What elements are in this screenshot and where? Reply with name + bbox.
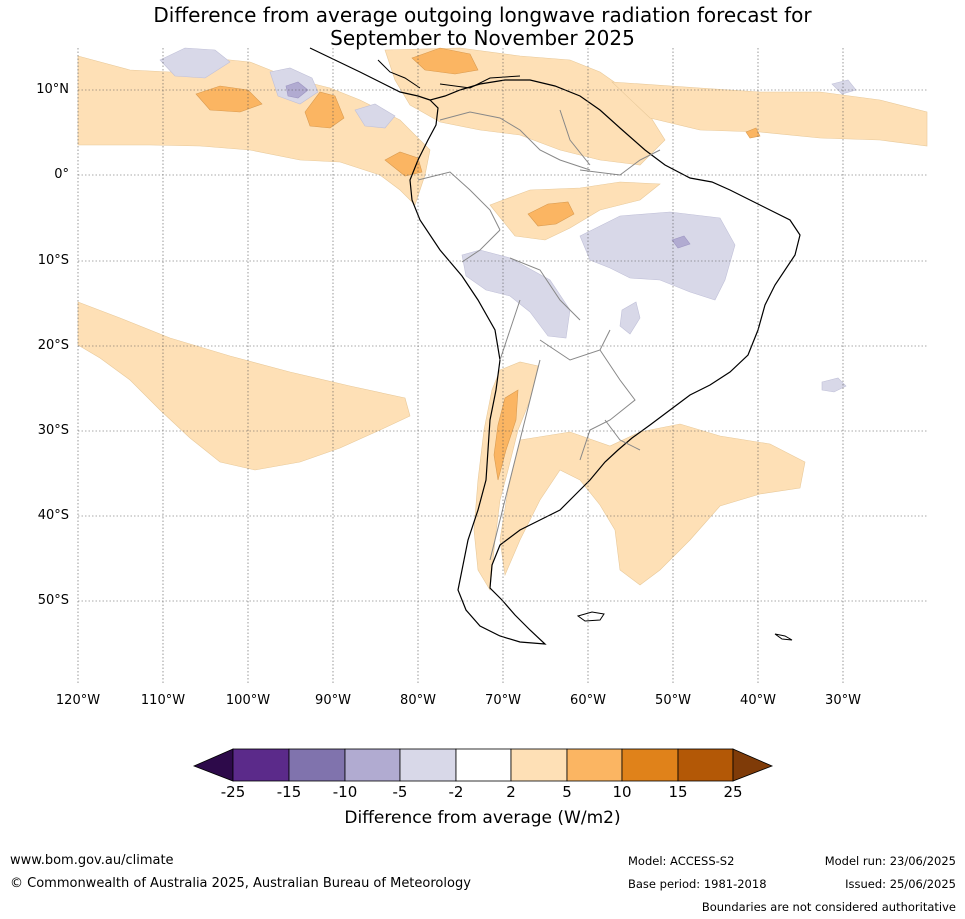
map-title: Difference from average outgoing longwav… <box>0 4 965 50</box>
colorbar-segment-5 <box>455 748 512 782</box>
footer-issued: Issued: 25/06/2025 <box>845 877 956 891</box>
neg-anomaly-atlantic-2 <box>831 79 857 95</box>
map-plot <box>77 47 928 685</box>
neg-anomaly-atlantic <box>821 377 847 393</box>
country-borders <box>417 109 661 561</box>
colorbar-tick: 5 <box>562 783 572 801</box>
anomaly-atlantic-core <box>745 127 761 139</box>
colorbar-label: Difference from average (W/m2) <box>344 808 621 828</box>
lon-label-70w: 70°W <box>485 693 521 708</box>
coastline-south-georgia <box>774 633 793 641</box>
colorbar-segment-7 <box>566 748 623 782</box>
colorbar-tick: -2 <box>448 783 464 801</box>
colorbar <box>192 748 774 782</box>
lon-label-50w: 50°W <box>655 693 691 708</box>
neg-anomaly-core-2 <box>671 235 691 249</box>
neg-anomaly-core-1 <box>285 81 309 99</box>
coastline-falklands <box>576 611 605 622</box>
footer-copyright: © Commonwealth of Australia 2025, Austra… <box>10 876 471 891</box>
lon-label-80w: 80°W <box>400 693 436 708</box>
lon-label-90w: 90°W <box>315 693 351 708</box>
moderate-positive-areas <box>195 47 761 481</box>
colorbar-tick: -15 <box>276 783 302 801</box>
colorbar-segment-2 <box>288 748 346 782</box>
footer-website: www.bom.gov.au/climate <box>10 853 174 868</box>
anomaly-tropical-pacific-band <box>77 55 431 206</box>
lat-label-30s: 30°S <box>37 423 69 438</box>
neg-anomaly-brazil <box>579 211 736 301</box>
negative-anomaly-areas <box>159 47 857 393</box>
colorbar-tick: 2 <box>506 783 516 801</box>
colorbar-tick: -10 <box>332 783 358 801</box>
colorbar-tick: 10 <box>612 783 632 801</box>
footer-model: Model: ACCESS-S2 <box>628 854 735 868</box>
footer-model-run: Model run: 23/06/2025 <box>824 854 956 868</box>
colorbar-segment-4 <box>399 748 457 782</box>
anomaly-southeast-pacific <box>77 301 411 471</box>
neg-anomaly-brazil-small <box>619 301 641 335</box>
coastline-caribbean <box>377 59 521 89</box>
lon-label-120w: 120°W <box>55 693 101 708</box>
anomaly-amazon-north <box>489 181 661 241</box>
colorbar-min-arrow <box>192 748 234 782</box>
anomaly-andes-core <box>493 389 519 481</box>
lat-label-0: 0° <box>54 167 69 182</box>
anomaly-tropical-atlantic <box>611 81 928 147</box>
footer-disclaimer: Boundaries are not considered authoritat… <box>701 900 956 914</box>
lat-label-50s: 50°S <box>37 593 69 608</box>
colorbar-segment-1 <box>232 748 290 782</box>
title-line-1: Difference from average outgoing longwav… <box>153 3 812 27</box>
colorbar-tick: 15 <box>668 783 688 801</box>
lon-label-30w: 30°W <box>825 693 861 708</box>
colorbar-segment-3 <box>344 748 401 782</box>
anomaly-pacific-core-3 <box>384 151 423 177</box>
anomaly-caribbean-core <box>411 47 479 75</box>
lon-label-100w: 100°W <box>225 693 271 708</box>
coastline-south-america <box>409 79 801 645</box>
lat-label-40s: 40°S <box>37 508 69 523</box>
lon-label-40w: 40°W <box>740 693 776 708</box>
colorbar-segment-6 <box>510 748 568 782</box>
neg-anomaly-bolivia <box>461 249 571 339</box>
title-line-2: September to November 2025 <box>330 26 635 50</box>
colorbar-segment-9 <box>677 748 734 782</box>
anomaly-south-atlantic <box>499 423 806 586</box>
footer-base-period: Base period: 1981-2018 <box>628 877 767 891</box>
colorbar-segment-8 <box>621 748 679 782</box>
lat-label-10s: 10°S <box>37 253 69 268</box>
anomaly-pacific-core-2 <box>304 91 345 129</box>
lat-label-10n: 10°N <box>36 82 69 97</box>
colorbar-max-arrow <box>732 748 774 782</box>
lon-label-110w: 110°W <box>140 693 186 708</box>
anomaly-pacific-core-1 <box>195 85 263 113</box>
neg-anomaly-pacific-3 <box>354 103 396 129</box>
neg-anomaly-pacific-1 <box>159 47 231 79</box>
positive-anomaly-areas <box>77 47 928 591</box>
colorbar-tick: -5 <box>392 783 408 801</box>
coastline-central-america <box>309 47 431 101</box>
lon-label-60w: 60°W <box>570 693 606 708</box>
anomaly-amazon-core <box>527 201 575 227</box>
colorbar-tick: 25 <box>723 783 743 801</box>
colorbar-tick: -25 <box>220 783 246 801</box>
graticule <box>77 48 927 685</box>
anomaly-caribbean <box>384 47 666 166</box>
lat-label-20s: 20°S <box>37 338 69 353</box>
